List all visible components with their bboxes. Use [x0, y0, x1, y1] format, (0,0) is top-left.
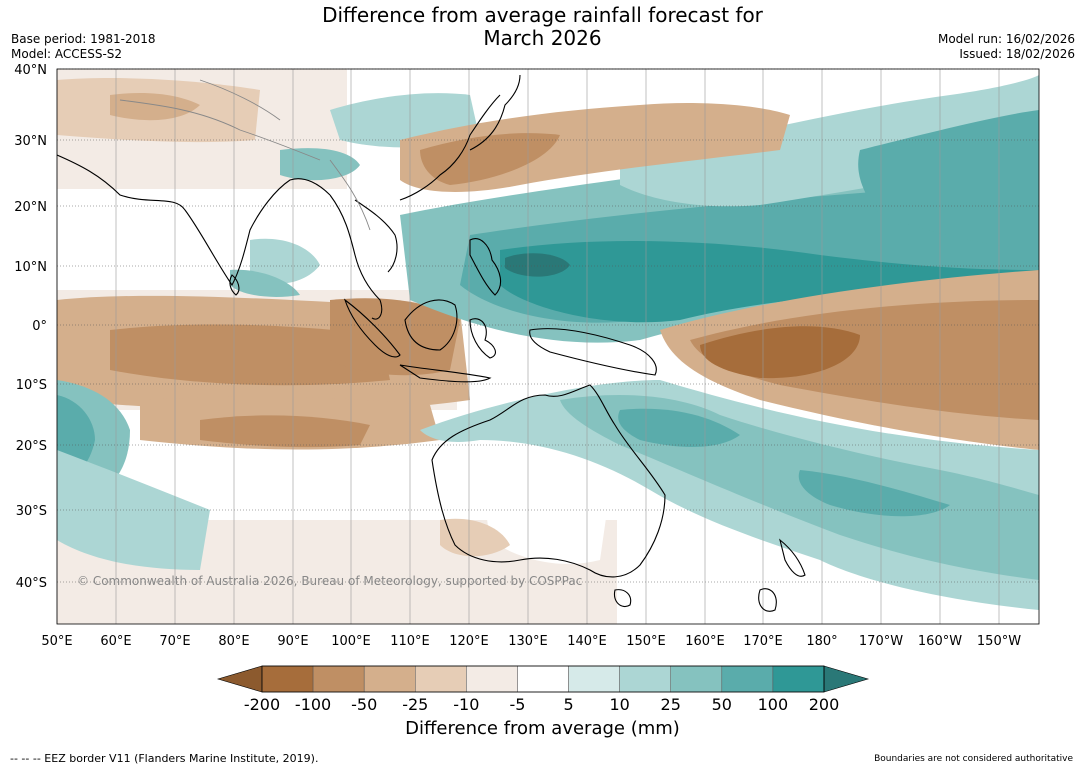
colorbar-swatch	[721, 665, 774, 693]
lat-label: 0°	[32, 319, 47, 334]
latitude-labels: 40°N 30°N 20°N 10°N 0° 10°S 20°S 30°S 40…	[14, 63, 47, 591]
colorbar-swatch	[363, 665, 416, 693]
colorbar-tick-label: -25	[402, 695, 428, 714]
colorbar-tick-label: 10	[609, 695, 629, 714]
colorbar-swatch	[261, 665, 314, 693]
title-line-2: March 2026	[483, 26, 602, 50]
lon-label: 140°E	[567, 634, 607, 649]
lon-label: 120°E	[449, 634, 489, 649]
lat-label: 20°N	[14, 200, 47, 215]
lon-label: 50°E	[41, 634, 72, 649]
colorbar-tick-label: 100	[758, 695, 789, 714]
lon-label: 110°E	[390, 634, 430, 649]
lon-label: 160°W	[918, 634, 962, 649]
colorbar-extend-high	[823, 665, 870, 693]
issued-date: Issued: 18/02/2026	[959, 47, 1075, 61]
colorbar-swatch	[568, 665, 620, 693]
colorbar-tick-label: 50	[712, 695, 732, 714]
run-info: Model run: 16/02/2026 Issued: 18/02/2026	[938, 32, 1075, 62]
anomaly-field	[57, 69, 1039, 624]
colorbar	[216, 665, 870, 693]
lat-label: 30°S	[16, 504, 47, 519]
colorbar-tick-label: -100	[295, 695, 331, 714]
colorbar-swatch	[466, 665, 518, 693]
lon-label: 70°E	[159, 634, 190, 649]
colorbar-swatch	[670, 665, 723, 693]
map-frame	[56, 68, 1040, 625]
colorbar-tick-label: -5	[509, 695, 525, 714]
lon-label: 160°E	[685, 634, 725, 649]
eez-border-note: -- -- -- EEZ border V11 (Flanders Marine…	[10, 752, 319, 765]
colorbar-tick-label: -50	[351, 695, 377, 714]
title-line-1: Difference from average rainfall forecas…	[322, 3, 763, 27]
lon-label: 180°	[806, 634, 837, 649]
lon-label: 100°E	[331, 634, 371, 649]
colorbar-swatch	[772, 665, 825, 693]
copyright-notice: © Commonwealth of Australia 2026, Bureau…	[77, 574, 583, 588]
lat-label: 10°N	[14, 260, 47, 275]
base-period: Base period: 1981-2018	[11, 32, 156, 46]
colorbar-tick-label: -200	[244, 695, 280, 714]
longitude-labels: 50°E 60°E 70°E 80°E 90°E 100°E 110°E 120…	[41, 634, 1021, 649]
colorbar-swatch	[517, 665, 569, 693]
lon-label: 80°E	[218, 634, 249, 649]
lon-label: 130°E	[508, 634, 548, 649]
lon-label: 60°E	[100, 634, 131, 649]
colorbar-tick-label: 25	[661, 695, 681, 714]
lon-label: 90°E	[277, 634, 308, 649]
model-info: Base period: 1981-2018 Model: ACCESS-S2	[11, 32, 156, 62]
model-name: Model: ACCESS-S2	[11, 47, 123, 61]
colorbar-tick-label: 200	[809, 695, 840, 714]
colorbar-label: Difference from average (mm)	[405, 718, 680, 739]
page-title: Difference from average rainfall forecas…	[0, 4, 1085, 50]
lon-label: 170°W	[859, 634, 903, 649]
coastlines	[57, 74, 806, 612]
lon-label: 150°W	[977, 634, 1021, 649]
lon-label: 150°E	[626, 634, 666, 649]
colorbar-tick-label: 5	[563, 695, 573, 714]
lat-label: 30°N	[14, 134, 47, 149]
colorbar-swatch	[312, 665, 365, 693]
lat-label: 40°S	[16, 576, 47, 591]
colorbar-tick-label: -10	[453, 695, 479, 714]
colorbar-tick-labels: -200 -100 -50 -25 -10 -5 5 10 25 50 100 200	[244, 695, 839, 714]
model-run-date: Model run: 16/02/2026	[937, 32, 1075, 46]
colorbar-extend-low	[216, 665, 263, 693]
boundaries-disclaimer: Boundaries are not considered authoritat…	[874, 754, 1073, 764]
colorbar-swatch	[619, 665, 671, 693]
country-borders	[119, 79, 371, 231]
lat-label: 10°S	[16, 378, 47, 393]
lat-label: 20°S	[16, 439, 47, 454]
colorbar-swatch	[415, 665, 467, 693]
lat-label: 40°N	[14, 63, 47, 78]
lon-label: 170°E	[743, 634, 783, 649]
